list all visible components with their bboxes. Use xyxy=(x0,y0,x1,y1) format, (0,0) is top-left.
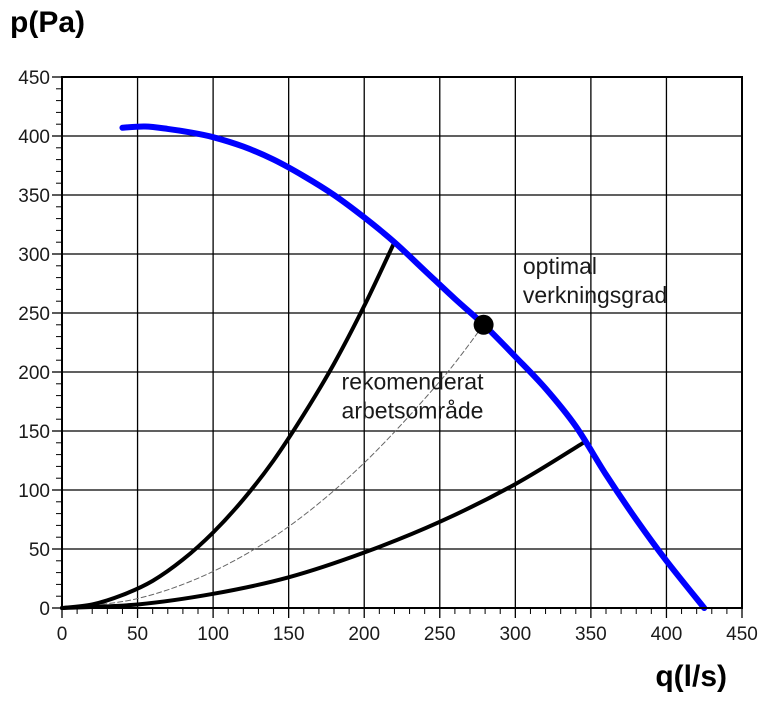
y-tick-label: 150 xyxy=(18,422,50,443)
curves xyxy=(60,123,708,611)
x-tick-label: 200 xyxy=(348,624,380,645)
annotation-line: arbetsområde xyxy=(342,398,484,424)
x-tick-label: 0 xyxy=(57,624,68,645)
fan-curve xyxy=(119,123,708,611)
annotation-recommended-range: rekomenderat arbetsområde xyxy=(342,369,485,424)
y-tick-label: 400 xyxy=(18,127,50,148)
plot-frame xyxy=(61,76,743,609)
annotation-line: verkningsgrad xyxy=(523,282,667,308)
minor-ticks xyxy=(52,76,743,618)
x-tick-label: 50 xyxy=(127,624,148,645)
x-tick-label: 300 xyxy=(499,624,531,645)
x-tick-label: 400 xyxy=(651,624,683,645)
y-tick-label: 100 xyxy=(18,481,50,502)
y-tick-label: 200 xyxy=(18,363,50,384)
y-tick-label: 300 xyxy=(18,245,50,266)
y-tick-label: 0 xyxy=(39,599,50,620)
markers xyxy=(473,314,494,335)
y-axis-title: p(Pa) xyxy=(10,6,85,39)
x-tick-label: 100 xyxy=(197,624,229,645)
x-tick-label: 150 xyxy=(273,624,305,645)
system-curve-lower xyxy=(60,440,586,610)
x-tick-label: 350 xyxy=(575,624,607,645)
x-axis-title: q(l/s) xyxy=(655,660,727,693)
annotation-line: optimal xyxy=(523,253,597,279)
y-tick-label: 50 xyxy=(29,540,50,561)
optimal-efficiency-curve xyxy=(61,324,485,609)
system-curve-upper xyxy=(60,240,397,610)
x-tick-label: 450 xyxy=(726,624,758,645)
y-tick-label: 350 xyxy=(18,186,50,207)
annotations: optimal verkningsgrad rekomenderat arbetsom… xyxy=(342,253,668,424)
x-tick-label: 250 xyxy=(424,624,456,645)
y-tick-label: 250 xyxy=(18,304,50,325)
annotation-line: rekomenderat xyxy=(342,369,485,395)
optimal-point-marker xyxy=(473,314,494,335)
tick-labels: 0 50 100 150 200 250 300 350 400 450 0 50 100 150 200 2… xyxy=(18,68,758,645)
y-tick-label: 450 xyxy=(18,68,50,89)
annotation-optimal-efficiency: optimal verkningsgrad xyxy=(523,253,667,308)
